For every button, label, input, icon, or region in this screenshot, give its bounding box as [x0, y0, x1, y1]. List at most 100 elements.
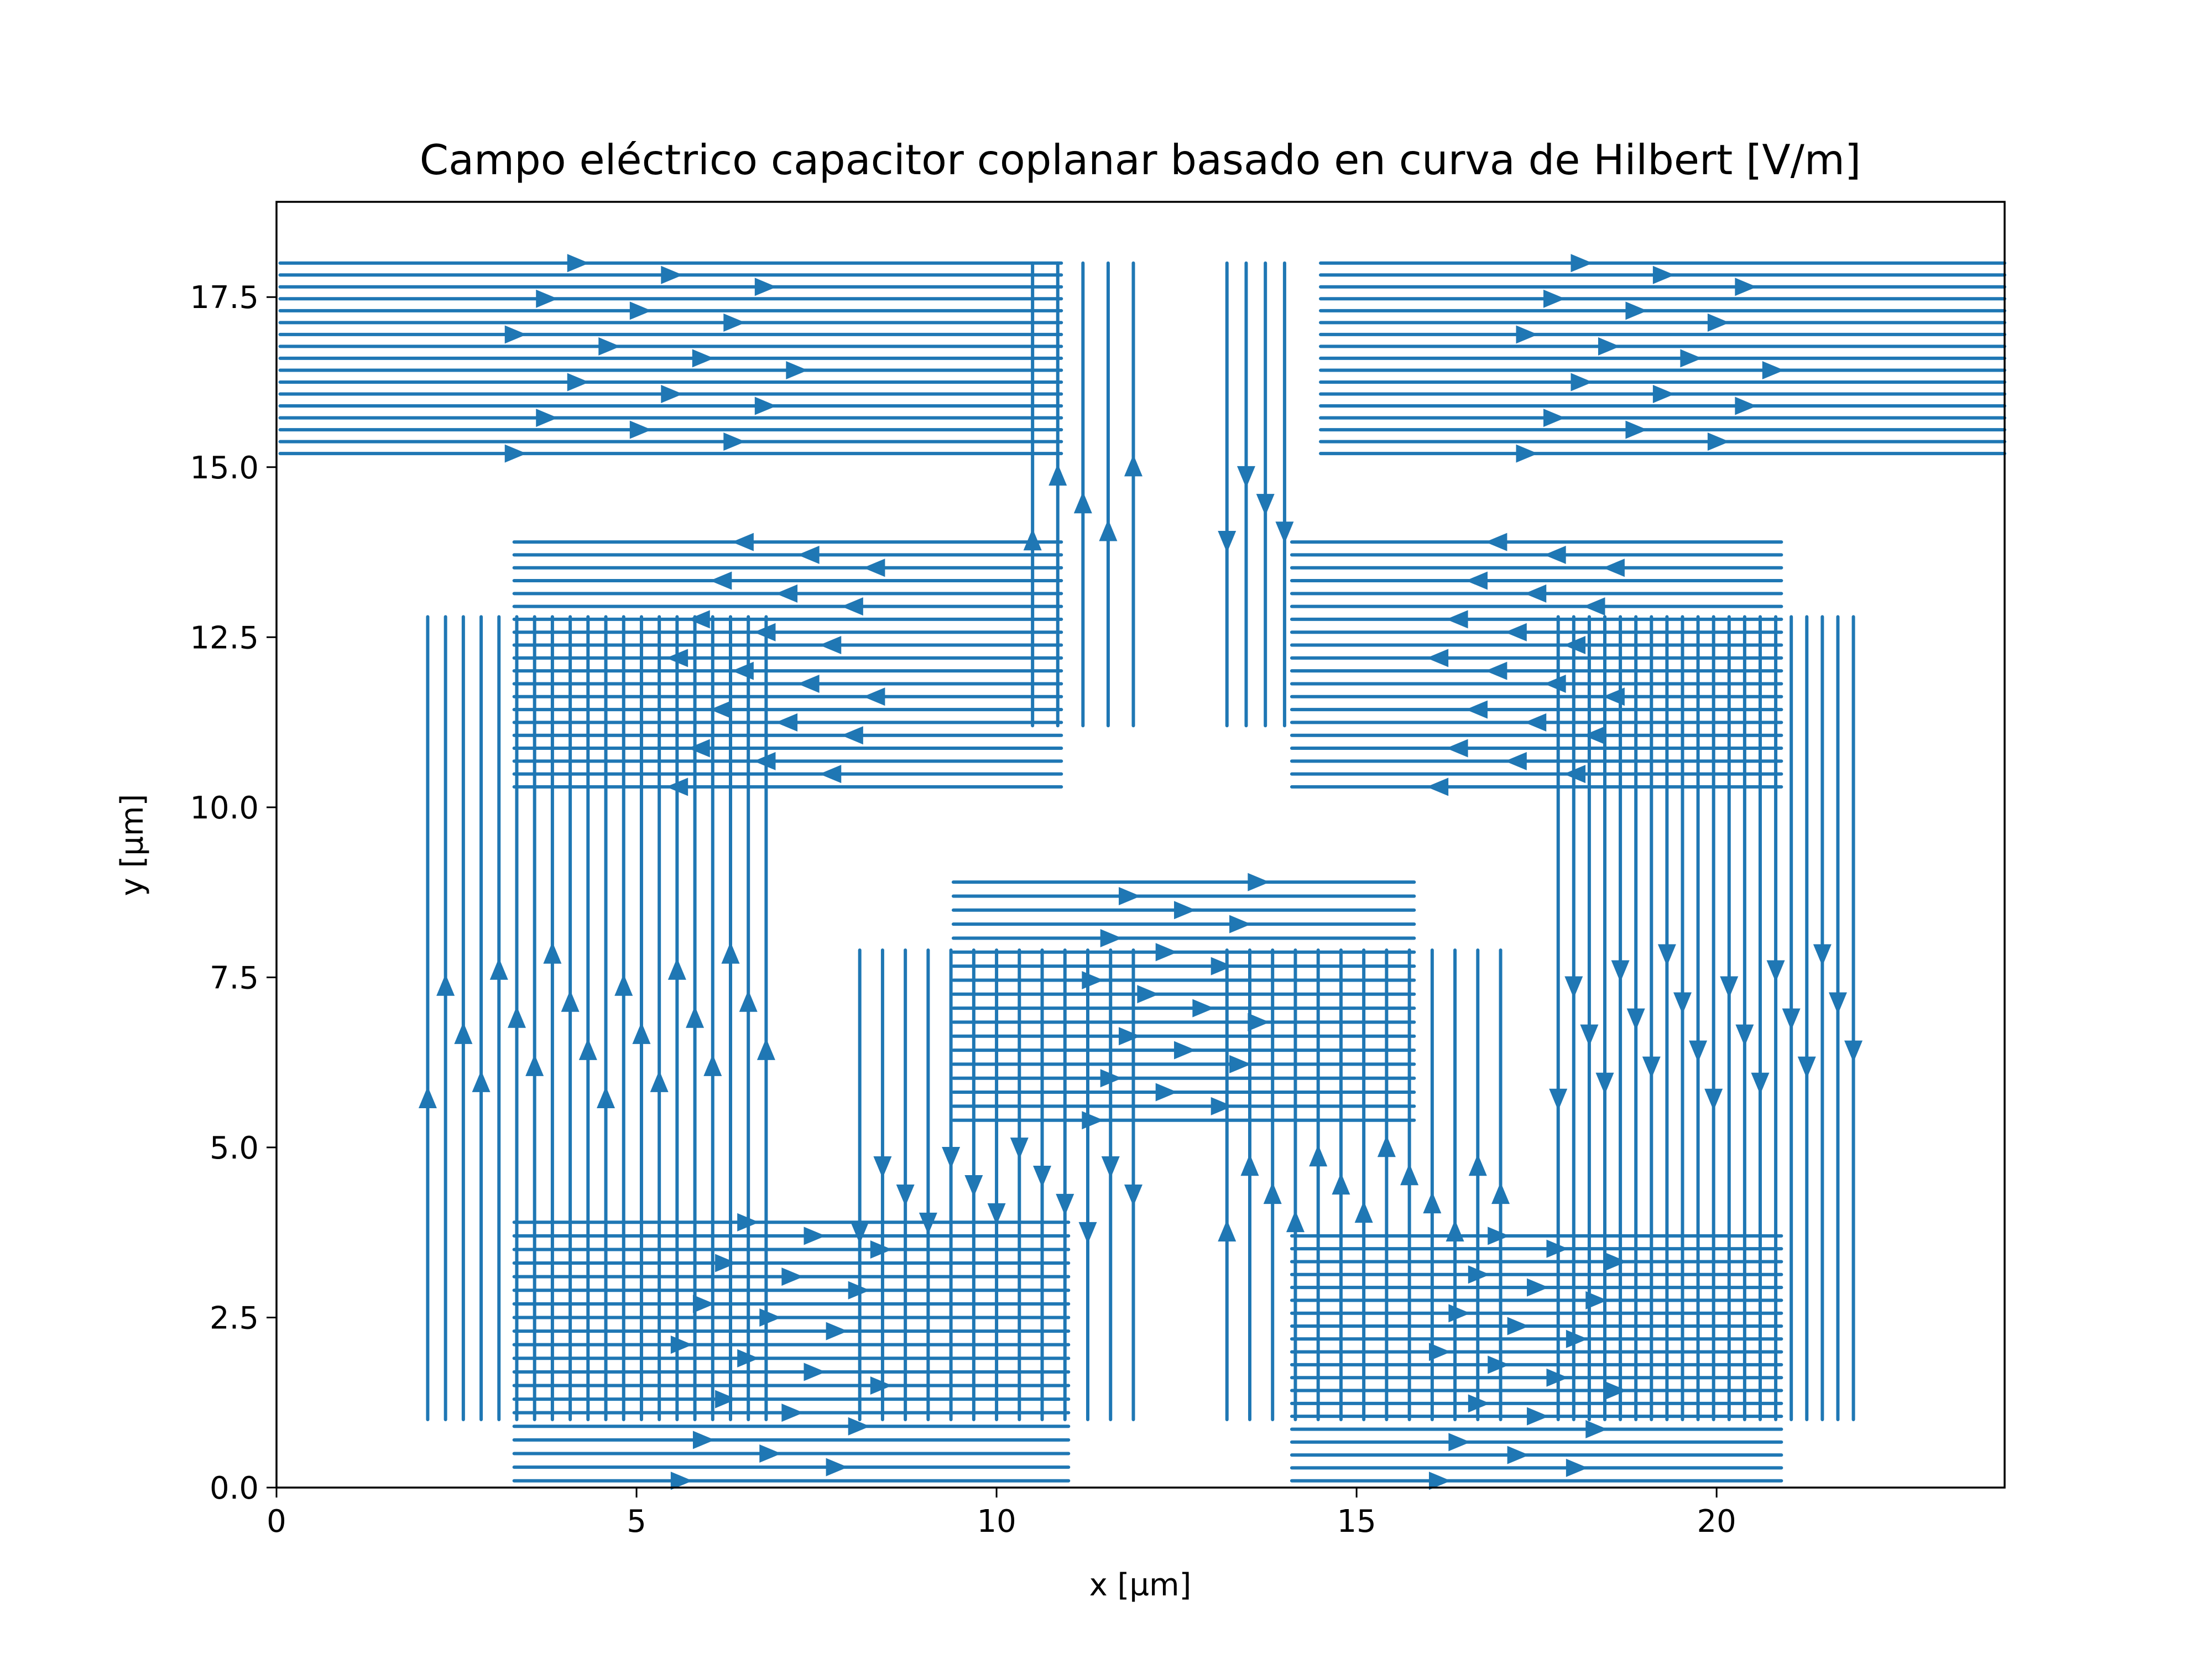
streamline-arrow: [1566, 1329, 1588, 1348]
streamline-arrow: [1428, 1472, 1451, 1490]
streamline-arrow: [1516, 325, 1538, 344]
streamline-arrow: [737, 1349, 759, 1368]
streamline-arrow: [715, 1254, 737, 1272]
streamline-arrow: [1657, 944, 1676, 967]
streamline-arrow: [841, 726, 863, 745]
streamline-arrow: [1625, 420, 1648, 439]
streamline-arrow: [709, 700, 732, 719]
streamline-arrow: [1192, 999, 1214, 1018]
streamline-arrow: [504, 444, 527, 463]
streamline-arrow: [1605, 1252, 1627, 1271]
streamline-arrow: [1625, 301, 1648, 320]
streamline-arrow: [723, 432, 745, 451]
streamline-arrow: [692, 349, 714, 368]
streamline-arrow: [1583, 726, 1605, 745]
streamline-arrow: [1078, 1222, 1097, 1244]
y-tick-label: 10.0: [190, 790, 259, 826]
streamline-arrow: [1813, 944, 1832, 967]
streamline-arrow: [1585, 1420, 1608, 1438]
streamline-arrow: [614, 974, 633, 996]
y-tick-label: 17.5: [190, 280, 259, 316]
streamline-arrow: [1286, 1210, 1305, 1233]
streamline-arrow: [1218, 1219, 1237, 1242]
plot-frame: [275, 201, 2006, 1489]
streamline-arrow: [739, 990, 758, 1012]
streamline-arrow: [692, 1431, 715, 1449]
streamline-arrow: [561, 990, 580, 1012]
streamline-arrow: [598, 337, 620, 356]
streamline-arrow: [670, 1335, 693, 1354]
streamline-arrow: [536, 409, 558, 427]
x-tick-label: 0: [267, 1504, 286, 1540]
streamline-arrow: [1468, 1154, 1487, 1176]
streamline-arrow: [1735, 397, 1757, 415]
streamline-arrow: [759, 1444, 781, 1463]
streamline-arrow: [567, 373, 589, 392]
streamline-arrow: [1275, 521, 1294, 544]
streamline-arrow: [1426, 778, 1449, 796]
streamline-arrow: [819, 765, 842, 784]
streamline-arrow: [1828, 992, 1847, 1015]
streamline-arrow: [661, 385, 683, 404]
streamline-arrow: [804, 1363, 826, 1381]
streamline-arrow: [1642, 1056, 1661, 1079]
streamline-arrow: [1543, 289, 1566, 308]
streamline-arrow: [1211, 1097, 1233, 1115]
streamline-arrow: [848, 1281, 870, 1300]
streamline-arrow: [1549, 1088, 1568, 1111]
streamline-arrow: [686, 1006, 705, 1028]
streamline-arrow: [1527, 1278, 1549, 1297]
streamline-arrow: [1580, 1024, 1599, 1047]
streamline-arrow: [1704, 1088, 1723, 1111]
y-axis-ticks: 0.0 2.5 5.0 7.5 10.0 12.5 15.0 17.5: [190, 280, 276, 1506]
streamline-arrow: [896, 1184, 915, 1207]
streamline-arrow: [1309, 1144, 1328, 1167]
streamline-arrow: [1583, 597, 1605, 616]
streamline-arrow: [525, 1054, 544, 1076]
streamline-arrow: [1546, 1368, 1569, 1387]
streamline-arrow: [1465, 571, 1488, 590]
streamline-arrow: [536, 289, 558, 308]
streamline-arrow: [1707, 313, 1730, 332]
streamline-arrow: [692, 1295, 715, 1313]
streamline-arrow: [1155, 943, 1178, 962]
streamline-arrow: [1124, 454, 1142, 477]
streamline-arrow: [1488, 1355, 1510, 1374]
streamline-arrow: [1735, 278, 1757, 296]
x-tick-label: 20: [1697, 1504, 1736, 1540]
streamline-arrow: [1155, 1083, 1178, 1102]
streamline-arrow: [1248, 1013, 1270, 1031]
streamline-arrow: [1564, 976, 1583, 999]
streamline-arrow: [826, 1458, 848, 1477]
streamline-arrow: [507, 1006, 526, 1028]
streamline-arrow: [1505, 752, 1527, 770]
streamline-arrow: [543, 942, 562, 964]
streamline-arrow: [1448, 1304, 1470, 1323]
streamline-arrow: [1652, 265, 1675, 284]
streamline-arrow: [1611, 960, 1630, 983]
streamline-arrow: [804, 1227, 826, 1245]
streamline-arrow: [1652, 385, 1675, 404]
y-tick-label: 0.0: [210, 1470, 259, 1506]
streamline-arrow: [1571, 373, 1593, 392]
streamline-arrow: [1377, 1135, 1396, 1157]
streamline-arrow: [863, 559, 885, 577]
streamline-arrow: [1762, 361, 1785, 379]
streamline-arrow: [1735, 1024, 1754, 1047]
streamline-arrow: [1605, 1381, 1627, 1400]
streamline-arrow: [863, 687, 885, 706]
streamline-arrow: [873, 1156, 892, 1178]
streamline-arrow: [1332, 1172, 1350, 1195]
streamline-arrow: [472, 1070, 491, 1092]
streamline-arrow: [715, 1390, 737, 1408]
streamline-arrow: [1174, 1041, 1196, 1060]
streamline-arrow: [723, 313, 745, 332]
streamline-arrow: [1491, 1182, 1510, 1204]
streamline-arrow: [819, 636, 842, 655]
streamline-arrow: [1524, 584, 1547, 603]
streamline-arrow: [632, 1022, 651, 1044]
streamline-arrow: [757, 1038, 775, 1060]
streamline-arrow: [1544, 674, 1566, 693]
x-axis-ticks: 0 5 10 15 20: [267, 1488, 1736, 1540]
